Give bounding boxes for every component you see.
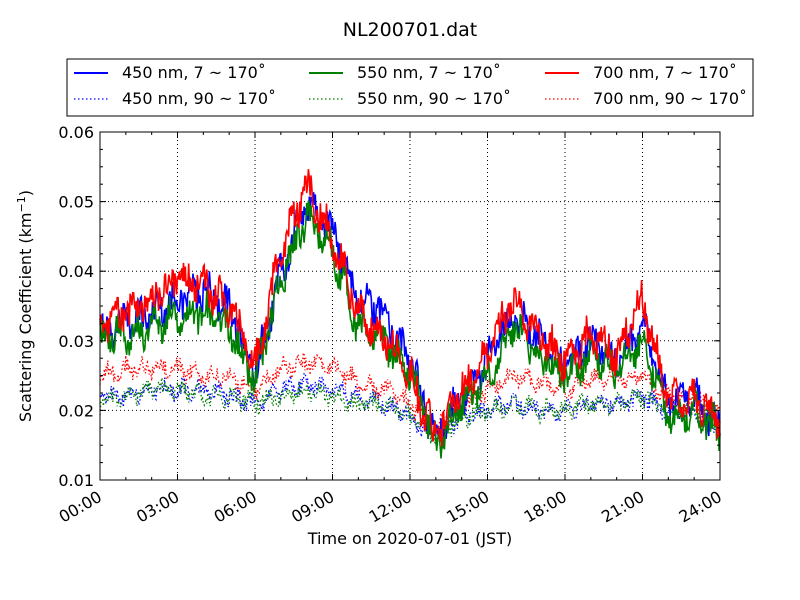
chart-title: NL200701.dat: [343, 19, 478, 41]
y-tick-label: 0.06: [58, 123, 94, 142]
series-line: [99, 169, 721, 447]
y-axis-label: Scattering Coefficient (km−1): [15, 190, 36, 422]
y-axis-label-sup: −1: [15, 196, 28, 212]
y-tick-label: 0.05: [58, 193, 94, 212]
legend-label: 450 nm, 7 ~ 170˚: [122, 63, 266, 82]
legend: 450 nm, 7 ~ 170˚ 450 nm, 90 ~ 170˚ 550 nm,…: [66, 58, 754, 117]
y-tick-label: 0.01: [58, 471, 94, 490]
legend-label: 700 nm, 7 ~ 170˚: [593, 63, 737, 82]
y-tick-label: 0.02: [58, 401, 94, 420]
grid: [100, 132, 720, 480]
y-axis-label-main: Scattering Coefficient (km: [16, 212, 35, 422]
legend-label: 700 nm, 90 ~ 170˚: [593, 89, 747, 108]
y-axis-label-close: ): [16, 190, 35, 196]
series-layer: [99, 169, 721, 459]
legend-label: 450 nm, 90 ~ 170˚: [122, 89, 276, 108]
series-line: [99, 371, 721, 447]
y-tick-label: 0.04: [58, 262, 94, 281]
legend-label: 550 nm, 90 ~ 170˚: [357, 89, 511, 108]
legend-box: [66, 58, 754, 117]
x-axis-label: Time on 2020-07-01 (JST): [307, 529, 512, 548]
y-tick-label: 0.03: [58, 332, 94, 351]
legend-label: 550 nm, 7 ~ 170˚: [357, 63, 501, 82]
